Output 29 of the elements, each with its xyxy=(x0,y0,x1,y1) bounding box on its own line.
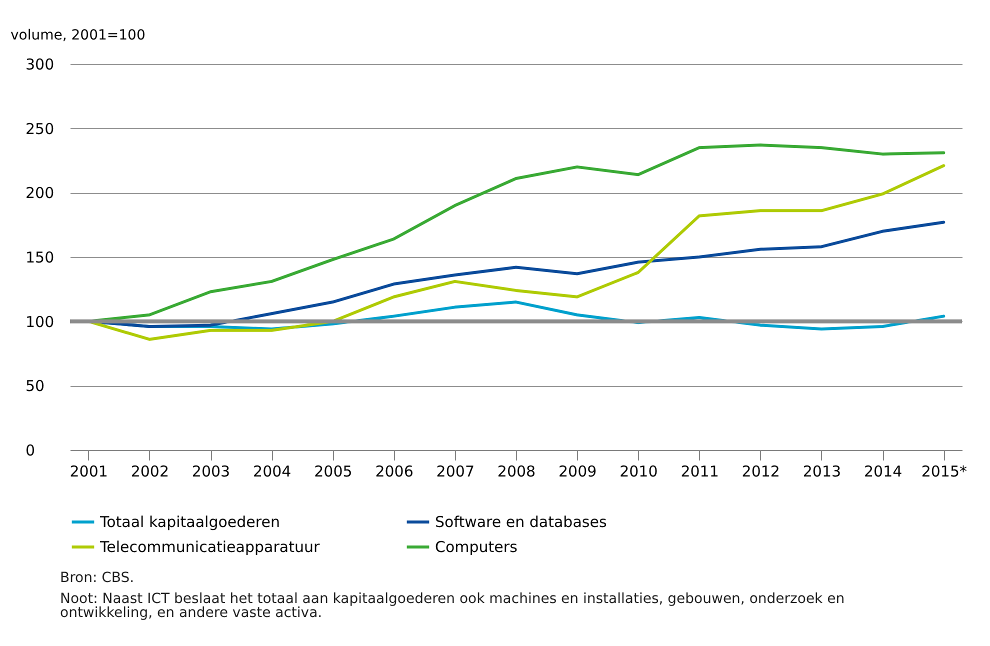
x-tick-label: 2005 xyxy=(314,462,352,480)
legend-label: Software en databases xyxy=(435,513,607,531)
text: Bron: CBS. xyxy=(60,570,136,586)
legend-label: Totaal kapitaalgoederen xyxy=(99,513,280,531)
y-tick-label: 250 xyxy=(26,120,54,138)
x-tick-label: 2002 xyxy=(130,462,170,480)
y-tick-label: 0 xyxy=(26,442,36,460)
x-tick-label: 2013 xyxy=(802,462,842,480)
x-tick-label: 2015* xyxy=(921,462,968,480)
x-tick-label: 2001 xyxy=(70,462,108,480)
y-axis-title: volume, 2001=100 xyxy=(10,28,146,44)
legend-label: Computers xyxy=(435,538,518,556)
x-tick-label: 2006 xyxy=(375,462,414,480)
x-tick-label: 2012 xyxy=(742,462,780,480)
y-tick-label: 200 xyxy=(26,184,54,202)
y-tick-label: 100 xyxy=(26,312,54,331)
x-tick-label: 2003 xyxy=(192,462,230,480)
x-tick-label: 2010 xyxy=(620,462,658,480)
x-tick-label: 2014 xyxy=(864,462,902,480)
x-tick-label: 2007 xyxy=(436,462,474,480)
x-tick-label: 2004 xyxy=(253,462,292,480)
x-tick-label: 2011 xyxy=(680,462,719,480)
legend-label: Telecommunicatieapparatuur xyxy=(99,538,320,556)
x-tick-label: 2009 xyxy=(558,462,597,480)
y-tick-label: 150 xyxy=(26,248,54,266)
x-tick-label: 2008 xyxy=(497,462,536,480)
y-tick-label: 300 xyxy=(26,56,54,74)
text: Noot: Naast ICT beslaat het totaal aan kapitaalgoederen ook machines en installaties, gebouwen, onderzoek en ontwikkeling, en andere vaste activa. xyxy=(60,590,846,622)
y-tick-label: 50 xyxy=(26,377,45,396)
